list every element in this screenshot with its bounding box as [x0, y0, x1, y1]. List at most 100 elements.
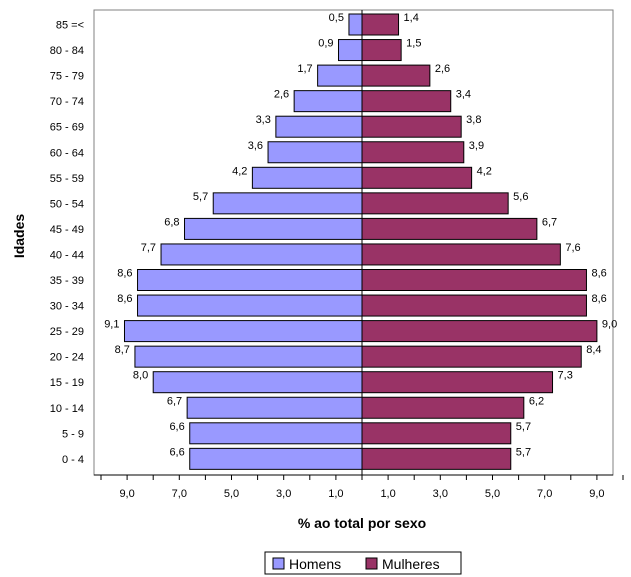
data-label-homens: 3,6 [248, 140, 263, 152]
x-tick-label: 9,0 [119, 488, 134, 500]
bar-mulheres [361, 13, 400, 36]
x-tick-label: 9,0 [589, 488, 604, 500]
legend: Homens Mulheres [264, 551, 462, 575]
legend-label-homens: Homens [289, 556, 341, 572]
y-tick-label: 75 - 79 [50, 71, 84, 83]
y-tick-label: 80 - 84 [50, 45, 84, 57]
data-label-mulheres: 3,8 [466, 114, 481, 126]
data-label-homens: 8,6 [117, 293, 132, 305]
bar-mulheres [361, 269, 587, 291]
bar-homens [251, 166, 363, 189]
y-tick-label: 0 - 4 [62, 454, 84, 466]
data-label-homens: 3,3 [256, 114, 271, 126]
bars-group [123, 13, 598, 470]
x-tick-label: 1,0 [380, 488, 395, 500]
bar-mulheres [361, 90, 452, 113]
data-label-homens: 6,6 [169, 421, 184, 433]
y-tick-label: 85 =< [56, 20, 84, 32]
data-label-mulheres: 8,6 [591, 268, 606, 280]
y-tick-label: 65 - 69 [50, 122, 84, 134]
bar-homens [212, 192, 363, 215]
x-tick-label: 3,0 [276, 488, 291, 500]
data-label-homens: 8,7 [115, 344, 130, 356]
data-label-homens: 1,7 [297, 63, 312, 75]
data-label-mulheres: 5,7 [516, 446, 531, 458]
y-tick-label: 35 - 39 [50, 275, 84, 287]
legend-label-mulheres: Mulheres [382, 556, 440, 572]
bar-homens [275, 115, 363, 138]
x-tick-label: 3,0 [433, 488, 448, 500]
data-label-homens: 6,6 [169, 446, 184, 458]
y-tick-label: 60 - 64 [50, 147, 84, 159]
data-label-homens: 2,6 [274, 89, 289, 101]
bar-homens [152, 371, 363, 394]
data-label-mulheres: 3,9 [469, 140, 484, 152]
y-tick-label: 55 - 59 [50, 173, 84, 185]
y-tick-label: 50 - 54 [50, 198, 84, 210]
bar-mulheres [361, 64, 431, 87]
bar-homens [293, 90, 363, 113]
y-tick-label: 30 - 34 [50, 301, 84, 313]
legend-swatch-mulheres [365, 557, 378, 570]
data-label-mulheres: 7,3 [558, 370, 573, 382]
data-label-homens: 6,8 [164, 216, 179, 228]
bar-mulheres [361, 243, 561, 266]
y-tick-label: 25 - 29 [50, 326, 84, 338]
bar-mulheres [361, 166, 473, 189]
data-label-mulheres: 1,5 [406, 38, 421, 50]
bar-homens [134, 345, 363, 368]
y-tick-label: 45 - 49 [50, 224, 84, 236]
data-label-mulheres: 6,2 [529, 395, 544, 407]
data-label-homens: 8,0 [133, 370, 148, 382]
data-label-homens: 4,2 [232, 165, 247, 177]
y-tick-label: 40 - 44 [50, 249, 84, 261]
bar-mulheres [361, 141, 465, 164]
x-tick-label: 1,0 [328, 488, 343, 500]
y-axis-tick-labels: 85 =< 80 - 84 75 - 79 70 - 74 65 - 69 60 - 64… [50, 20, 84, 466]
data-label-mulheres: 2,6 [435, 63, 450, 75]
y-tick-label: 5 - 9 [62, 428, 84, 440]
bar-mulheres [361, 192, 509, 215]
x-axis-title: % ao total por sexo [298, 515, 426, 531]
y-tick-label: 15 - 19 [50, 377, 84, 389]
x-tick-label: 7,0 [537, 488, 552, 500]
y-tick-label: 10 - 14 [50, 403, 84, 415]
x-axis-ticks: 9,0 7,0 5,0 3,0 1,0 1,0 3,0 5,0 7,0 9,0 [94, 474, 624, 500]
x-tick-label: 5,0 [485, 488, 500, 500]
bar-homens [137, 294, 363, 317]
data-label-mulheres: 5,6 [513, 191, 528, 203]
bar-mulheres [361, 396, 525, 419]
bar-homens [338, 39, 363, 62]
bar-homens [137, 269, 363, 291]
data-label-mulheres: 8,4 [586, 344, 601, 356]
y-tick-label: 20 - 24 [50, 352, 84, 364]
data-label-mulheres: 4,2 [477, 165, 492, 177]
value-labels-group: 0,5 1,4 0,9 1,5 1,7 2,6 2,6 3,4 3,3 3,8 3,6 3,9 4,2 4… [104, 12, 617, 458]
data-label-mulheres: 5,7 [516, 421, 531, 433]
bar-mulheres [361, 447, 512, 470]
bar-mulheres [361, 345, 582, 368]
data-label-mulheres: 7,6 [565, 242, 580, 254]
legend-box [264, 551, 462, 575]
legend-swatch-homens [272, 557, 285, 570]
x-tick-label: 7,0 [172, 488, 187, 500]
data-label-homens: 9,1 [104, 319, 119, 331]
bar-mulheres [361, 320, 598, 343]
x-tick-label: 5,0 [224, 488, 239, 500]
data-label-mulheres: 6,7 [542, 216, 557, 228]
bar-mulheres [361, 39, 402, 62]
bar-homens [123, 320, 363, 343]
bar-homens [189, 447, 363, 470]
data-label-homens: 8,6 [117, 268, 132, 280]
bar-homens [189, 422, 363, 445]
bar-mulheres [361, 371, 554, 394]
bar-mulheres [361, 294, 587, 317]
data-label-homens: 6,7 [167, 395, 182, 407]
y-axis-title: Idades [11, 214, 27, 259]
bar-homens [160, 243, 363, 266]
y-tick-label: 70 - 74 [50, 96, 84, 108]
data-label-mulheres: 3,4 [456, 89, 471, 101]
bar-mulheres [361, 422, 512, 445]
data-label-mulheres: 1,4 [404, 12, 419, 24]
